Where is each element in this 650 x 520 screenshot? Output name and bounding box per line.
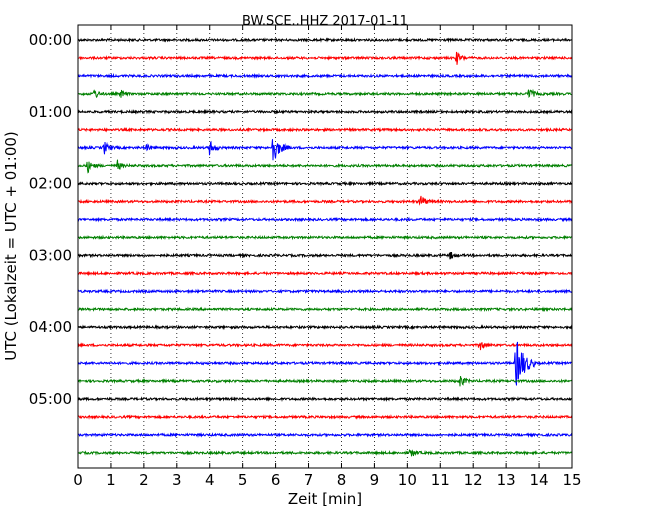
trace-line bbox=[77, 88, 573, 99]
trace-line bbox=[77, 234, 573, 241]
trace-line bbox=[77, 139, 573, 161]
x-tick-label: 7 bbox=[304, 471, 314, 489]
x-tick-label: 14 bbox=[530, 471, 549, 489]
trace-line bbox=[77, 396, 573, 403]
x-axis-label: Zeit [min] bbox=[288, 490, 362, 508]
x-tick-label: 1 bbox=[106, 471, 116, 489]
trace-line bbox=[77, 413, 573, 420]
y-tick-label: 05:00 bbox=[29, 390, 72, 408]
trace-line bbox=[77, 432, 573, 438]
trace-line bbox=[77, 341, 573, 386]
x-tick-label: 12 bbox=[464, 471, 483, 489]
trace-line bbox=[77, 72, 573, 79]
y-tick-label: 00:00 bbox=[29, 31, 72, 49]
trace-line bbox=[77, 126, 573, 133]
trace-line bbox=[77, 216, 573, 223]
x-tick-label: 0 bbox=[73, 471, 83, 489]
x-tick-label: 8 bbox=[337, 471, 347, 489]
y-axis-ticks: 00:00 01:00 02:00 03:00 04:00 05:00 bbox=[29, 31, 572, 408]
y-axis-label: UTC (Lokalzeit = UTC + 01:00) bbox=[2, 131, 20, 361]
x-tick-label: 10 bbox=[398, 471, 417, 489]
x-tick-label: 4 bbox=[205, 471, 215, 489]
y-tick-label: 01:00 bbox=[29, 103, 72, 121]
x-axis-ticks: 0 1 2 3 4 5 6 7 8 9 10 11 12 13 14 15 bbox=[73, 25, 582, 489]
trace-line bbox=[77, 195, 573, 206]
x-tick-label: 15 bbox=[562, 471, 581, 489]
trace-line bbox=[77, 37, 573, 43]
trace-line bbox=[77, 306, 573, 313]
x-tick-label: 3 bbox=[172, 471, 182, 489]
grid-lines bbox=[110, 25, 540, 468]
trace-line bbox=[77, 270, 573, 277]
trace-line bbox=[77, 342, 573, 351]
y-tick-label: 04:00 bbox=[29, 318, 72, 336]
x-tick-label: 6 bbox=[271, 471, 281, 489]
trace-line bbox=[77, 324, 573, 331]
y-tick-label: 02:00 bbox=[29, 175, 72, 193]
x-tick-label: 5 bbox=[238, 471, 248, 489]
x-tick-label: 9 bbox=[370, 471, 380, 489]
trace-line bbox=[77, 108, 573, 115]
trace-line bbox=[77, 449, 573, 457]
trace-line bbox=[77, 251, 573, 260]
trace-line bbox=[77, 376, 573, 387]
x-tick-label: 2 bbox=[139, 471, 149, 489]
trace-line bbox=[77, 159, 573, 174]
chart-title: BW.SCE..HHZ 2017-01-11 bbox=[242, 14, 408, 29]
plot-frame bbox=[77, 24, 573, 469]
y-tick-label: 03:00 bbox=[29, 246, 72, 264]
seismic-traces bbox=[77, 37, 573, 457]
x-tick-label: 13 bbox=[497, 471, 516, 489]
trace-line bbox=[77, 51, 573, 65]
trace-line bbox=[77, 288, 573, 295]
trace-line bbox=[77, 180, 573, 187]
x-tick-label: 11 bbox=[431, 471, 450, 489]
